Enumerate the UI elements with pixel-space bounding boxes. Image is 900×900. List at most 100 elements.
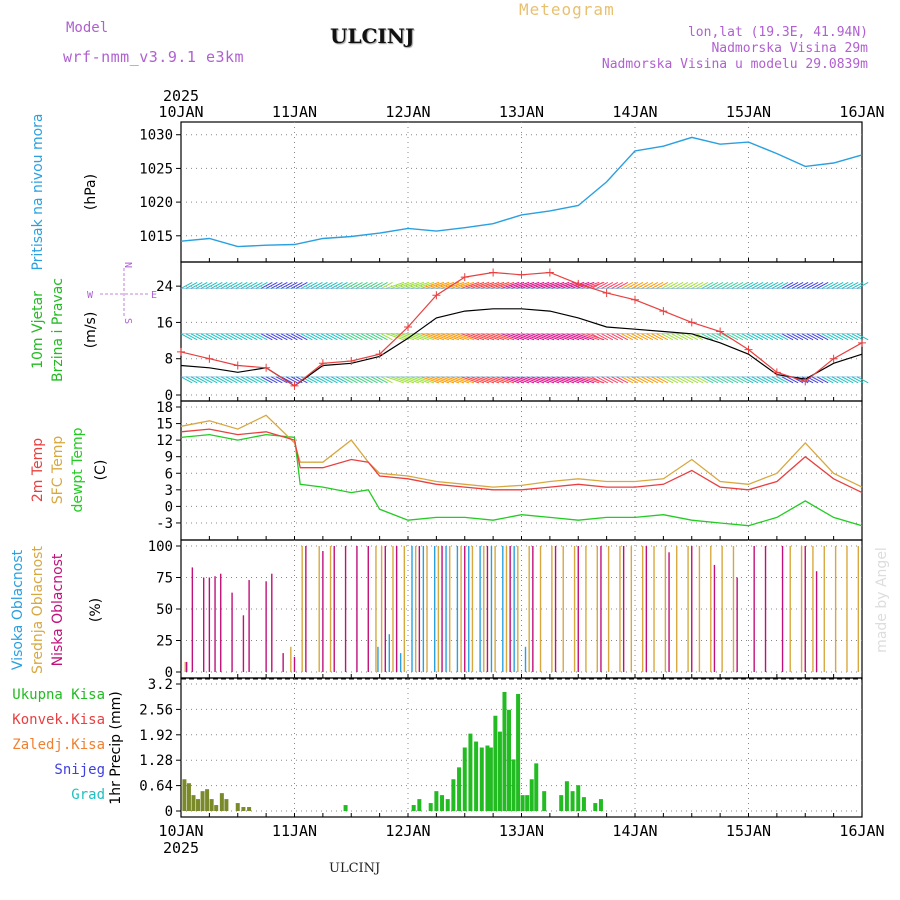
precip-ytick-label: 3.2 <box>148 677 173 693</box>
wind-barb <box>496 333 515 341</box>
wind-barb <box>601 333 614 341</box>
precip-ytick-label: 1.28 <box>139 753 173 769</box>
wind-barb <box>806 281 819 289</box>
wind-barb <box>220 333 233 341</box>
wind-speed-marker <box>659 307 668 316</box>
wind-barb <box>651 281 664 289</box>
wind-barb <box>315 333 328 341</box>
precip-legend-item: Konvek.Kisa <box>12 712 105 728</box>
wind-barb <box>486 376 505 384</box>
wind-barb <box>796 333 809 341</box>
wind-barb <box>391 281 410 289</box>
model-name: wrf-nmm_v3.9.1 e3km <box>63 48 245 66</box>
precip-bar <box>434 791 439 811</box>
wind-barb <box>651 333 664 341</box>
wind-barb <box>205 376 218 384</box>
wind-barb <box>496 376 515 384</box>
precip-bar <box>200 791 205 811</box>
wind-barb <box>265 333 278 341</box>
labels-layer: 1015102010251030081624-30369121518025507… <box>10 87 890 857</box>
wind-barb <box>451 281 470 289</box>
wind-barb <box>330 281 343 289</box>
wind-barb <box>606 281 619 289</box>
precip-bar <box>525 795 530 811</box>
wind-barb <box>356 376 368 384</box>
wind-barb <box>285 281 298 289</box>
wind-barb <box>676 281 689 289</box>
wind-barb <box>335 376 348 384</box>
wind-barb <box>180 333 193 341</box>
wind-barb <box>506 376 525 384</box>
wind-barb <box>371 333 383 341</box>
wind-speed-marker <box>574 279 583 288</box>
wind-barb <box>766 281 779 289</box>
wind-barb <box>220 281 233 289</box>
wind-barb <box>320 333 333 341</box>
wind-barb <box>255 376 268 384</box>
wind-barb <box>541 333 560 341</box>
wind-barb <box>801 333 814 341</box>
elevation-label: Nadmorska Visina 29m <box>711 41 868 56</box>
compass-cross <box>100 268 150 318</box>
wind-barb <box>260 376 273 384</box>
wind-barb <box>421 281 440 289</box>
precip-bar <box>493 715 498 811</box>
wind-barb <box>300 333 313 341</box>
wind-barb <box>821 333 834 341</box>
precip-bar <box>559 795 564 811</box>
wind-barb <box>501 376 520 384</box>
wind-barb <box>711 333 724 341</box>
cloud-axis-title-3: Niska Oblacnost <box>50 553 66 666</box>
wind-barb <box>215 333 228 341</box>
bottom-year-label: 2025 <box>163 839 199 857</box>
wind-barb <box>711 376 724 384</box>
wind-barb <box>441 376 460 384</box>
wind-barb <box>446 376 465 384</box>
wind-barb <box>696 281 709 289</box>
cloud-axis-title-1: Visoka Oblacnost <box>10 549 26 670</box>
wind-barb <box>756 281 769 289</box>
wind-barb <box>761 333 774 341</box>
bottom-x-label: 14JAN <box>612 822 657 840</box>
wind-barb <box>335 281 348 289</box>
precip-legend-item: Zaledj.Kisa <box>12 737 105 753</box>
wind-barb <box>536 333 555 341</box>
wind-barb <box>611 333 624 341</box>
wind-barb <box>676 333 689 341</box>
pressure-ytick-label: 1015 <box>139 229 173 245</box>
wind-barb <box>205 281 218 289</box>
wind-barb <box>346 333 358 341</box>
wind-barb <box>521 376 540 384</box>
wind-barb <box>366 281 378 289</box>
wind-barb <box>851 333 864 341</box>
wind-barb <box>506 281 525 289</box>
wind-barb <box>796 281 809 289</box>
wind-barb <box>180 281 193 289</box>
wind-barb <box>421 376 440 384</box>
precip-bar <box>209 799 214 811</box>
wind-barb <box>481 281 500 289</box>
wind-barb <box>746 333 759 341</box>
wind-barb <box>651 376 664 384</box>
wind-barb <box>416 281 435 289</box>
wind-barb <box>185 333 198 341</box>
precip-bar <box>516 693 521 811</box>
wind-barb <box>376 333 388 341</box>
wind-barb <box>225 376 238 384</box>
wind-barb <box>661 281 674 289</box>
top-x-label: 11JAN <box>272 103 317 121</box>
wind-barb <box>681 281 694 289</box>
compass-north: N <box>122 262 133 268</box>
wind-barb <box>511 376 530 384</box>
wind-barb <box>526 376 545 384</box>
wind-barb <box>421 333 440 341</box>
wind-speed-marker <box>205 354 214 363</box>
wind-barb <box>300 281 313 289</box>
wind-barb <box>801 281 814 289</box>
wind-barb <box>751 376 764 384</box>
wind-barb <box>791 281 804 289</box>
wind-speed-marker <box>631 295 639 304</box>
wind-barb <box>305 333 318 341</box>
wind-barb <box>451 333 470 341</box>
bottom-x-label: 16JAN <box>839 822 884 840</box>
